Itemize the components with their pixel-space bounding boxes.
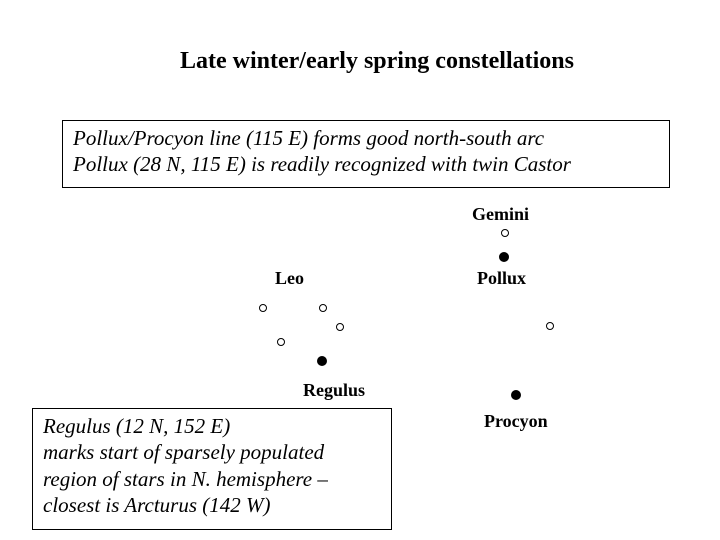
textbox-top-line-2: Pollux (28 N, 115 E) is readily recogniz…	[73, 151, 659, 177]
textbox-top-line-1: Pollux/Procyon line (115 E) forms good n…	[73, 125, 659, 151]
textbox-bottom-line-3: region of stars in N. hemisphere –	[43, 466, 381, 492]
textbox-bottom-line-2: marks start of sparsely populated	[43, 439, 381, 465]
diagram-title: Late winter/early spring constellations	[180, 48, 574, 75]
label-regulus: Regulus	[303, 380, 365, 401]
star-gemini-1	[546, 322, 554, 330]
label-gemini: Gemini	[472, 204, 529, 225]
label-leo: Leo	[275, 268, 304, 289]
label-pollux: Pollux	[477, 268, 526, 289]
constellation-diagram: { "canvas": { "width": 720, "height": 54…	[0, 0, 720, 540]
star-leo-3	[336, 323, 344, 331]
textbox-top: Pollux/Procyon line (115 E) forms good n…	[62, 120, 670, 188]
star-castor	[501, 229, 509, 237]
textbox-bottom: Regulus (12 N, 152 E) marks start of spa…	[32, 408, 392, 530]
star-regulus	[317, 356, 327, 366]
textbox-bottom-line-4: closest is Arcturus (142 W)	[43, 492, 381, 518]
star-pollux	[499, 252, 509, 262]
star-leo-4	[277, 338, 285, 346]
textbox-bottom-line-1: Regulus (12 N, 152 E)	[43, 413, 381, 439]
star-leo-2	[319, 304, 327, 312]
star-procyon	[511, 390, 521, 400]
label-procyon: Procyon	[484, 411, 548, 432]
star-leo-1	[259, 304, 267, 312]
